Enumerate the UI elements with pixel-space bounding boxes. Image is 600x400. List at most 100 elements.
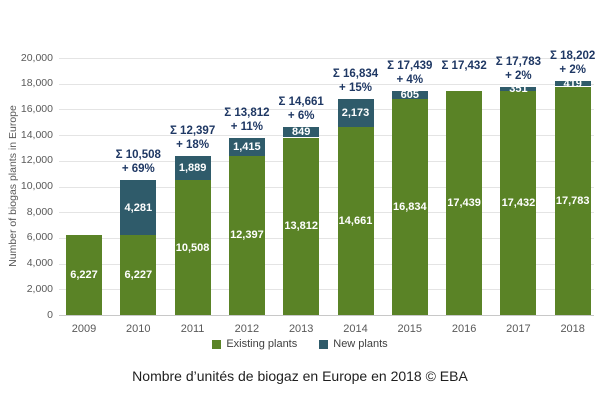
bar-value-existing-2010: 6,227 xyxy=(124,269,153,281)
legend: Existing plants New plants xyxy=(0,337,600,351)
x-tick-label-2009: 2009 xyxy=(71,323,97,335)
bar-value-existing-2014: 14,661 xyxy=(338,214,373,227)
legend-swatch-icon xyxy=(212,339,222,349)
bar-value-new-2015: 605 xyxy=(400,88,419,101)
total-label-2017: Σ 17,783 + 2% xyxy=(476,55,560,83)
total-pct-text: + 69% xyxy=(121,163,155,175)
bar-segment-new-2011 xyxy=(174,155,211,180)
total-sum-text: Σ 17,439 xyxy=(387,59,433,72)
total-pct-text: + 11% xyxy=(230,120,264,133)
caption: Nombre d’unités de biogaz en Europe en 2… xyxy=(132,368,468,384)
bar-value-new-2010: 4,281 xyxy=(124,201,153,214)
gridline xyxy=(59,135,594,137)
gridline xyxy=(59,237,594,239)
total-label-2010: Σ 10,508 + 69% xyxy=(96,148,180,176)
total-pct-text: + 18% xyxy=(176,138,210,151)
bar-segment-new-2010 xyxy=(120,180,157,235)
bar-segment-new-2015 xyxy=(391,90,428,99)
x-tick-label-2016: 2016 xyxy=(451,323,477,335)
y-tick-label: 2,000 xyxy=(26,282,53,295)
bar-value-existing-2011: 10,508 xyxy=(175,241,210,254)
legend-item-new-plants: New plants xyxy=(319,338,388,350)
gridline xyxy=(59,263,594,265)
gridline xyxy=(59,109,594,111)
bar-value-existing-2012: 12,397 xyxy=(230,229,264,242)
bar-segment-existing-2018 xyxy=(554,86,591,315)
x-axis-line xyxy=(59,315,594,316)
bar-segment-existing-2016 xyxy=(446,90,483,315)
gridline xyxy=(59,186,594,188)
total-pct-text: + 4% xyxy=(396,73,424,86)
x-tick-label-2013: 2013 xyxy=(288,323,314,335)
total-sum-text: Σ 12,397 xyxy=(169,124,216,137)
total-sum-text: Σ 16,834 xyxy=(332,67,379,80)
x-tick-label-2011: 2011 xyxy=(180,323,205,335)
total-label-2012: Σ 13,812 + 11% xyxy=(205,106,289,134)
chart-area: Number of biogas plants in Europe 0 2,000… xyxy=(0,49,600,351)
total-label-2015: Σ 17,439 + 4% xyxy=(368,59,452,87)
y-tick-label: 6,000 xyxy=(26,231,53,244)
total-pct-text: + 15% xyxy=(339,81,372,94)
y-tick-label: 12,000 xyxy=(20,154,53,167)
total-pct-text: + 6% xyxy=(287,109,315,122)
x-tick-label-2012: 2012 xyxy=(234,323,260,335)
y-tick-label: 14,000 xyxy=(20,128,53,141)
x-tick-label-2018: 2018 xyxy=(560,323,585,335)
bar-value-new-2013: 849 xyxy=(292,126,311,139)
total-sum-text: Σ 17,432 xyxy=(441,59,487,72)
bar-value-new-2011: 1,889 xyxy=(178,161,207,174)
legend-label: Existing plants xyxy=(226,338,298,350)
y-tick-label: 10,000 xyxy=(20,180,53,192)
gridline xyxy=(59,289,594,291)
bar-value-new-2012: 1,415 xyxy=(233,140,261,153)
bar-value-existing-2016: 17,439 xyxy=(447,197,481,209)
bar-value-existing-2018: 17,783 xyxy=(555,194,590,207)
total-label-2014: Σ 16,834 + 15% xyxy=(314,67,398,95)
bar-value-existing-2017: 17,432 xyxy=(501,197,536,209)
gridline xyxy=(59,212,594,214)
y-tick-label: 16,000 xyxy=(20,102,53,115)
legend-label: New plants xyxy=(333,338,388,350)
total-sum-text: Σ 10,508 xyxy=(115,149,161,161)
bar-segment-existing-2017 xyxy=(500,91,537,315)
y-tick-label: 8,000 xyxy=(26,205,53,218)
bar-value-new-2017: 351 xyxy=(509,82,528,95)
bar-value-existing-2013: 13,812 xyxy=(284,220,319,233)
gridline xyxy=(59,83,594,85)
bar-segment-existing-2009 xyxy=(66,235,102,315)
bar-value-new-2018: 419 xyxy=(563,77,582,90)
x-tick-label-2017: 2017 xyxy=(506,323,531,335)
total-sum-text: Σ 17,783 xyxy=(495,55,542,68)
gridline xyxy=(59,58,594,59)
bar-segment-existing-2014 xyxy=(337,126,374,315)
y-tick-label: 0 xyxy=(47,308,53,321)
bar-value-new-2014: 2,173 xyxy=(341,106,370,119)
bar-segment-existing-2015 xyxy=(391,98,428,315)
bar-segment-existing-2013 xyxy=(283,137,320,315)
x-tick-label-2010: 2010 xyxy=(126,323,151,335)
y-tick-label: 20,000 xyxy=(20,51,53,64)
legend-item-existing-plants: Existing plants xyxy=(212,338,297,350)
bar-segment-new-2017 xyxy=(500,86,537,91)
total-label-2011: Σ 12,397 + 18% xyxy=(151,124,235,152)
y-tick-label: 4,000 xyxy=(26,257,53,270)
total-label-2016: Σ 17,432 xyxy=(422,59,506,73)
x-tick-label-2015: 2015 xyxy=(397,323,423,335)
total-sum-text: Σ 13,812 xyxy=(224,106,270,119)
total-pct-text: + 2% xyxy=(505,69,532,82)
bar-segment-new-2013 xyxy=(283,126,320,138)
bar-segment-new-2012 xyxy=(228,137,265,156)
x-tick-label-2014: 2014 xyxy=(343,323,368,335)
total-label-2013: Σ 14,661 + 6% xyxy=(259,95,343,123)
total-sum-text: Σ 18,202 xyxy=(550,50,596,63)
total-label-2018: Σ 18,202 + 2% xyxy=(531,49,600,77)
bar-segment-new-2018 xyxy=(554,81,591,87)
bar-value-existing-2015: 16,834 xyxy=(392,200,427,213)
bar-value-existing-2009: 6,227 xyxy=(70,269,98,281)
total-sum-text: Σ 14,661 xyxy=(278,95,324,108)
bar-segment-existing-2012 xyxy=(228,155,265,315)
gridline xyxy=(59,160,594,162)
total-pct-text: + 2% xyxy=(559,64,586,77)
y-tick-label: 18,000 xyxy=(20,77,53,90)
